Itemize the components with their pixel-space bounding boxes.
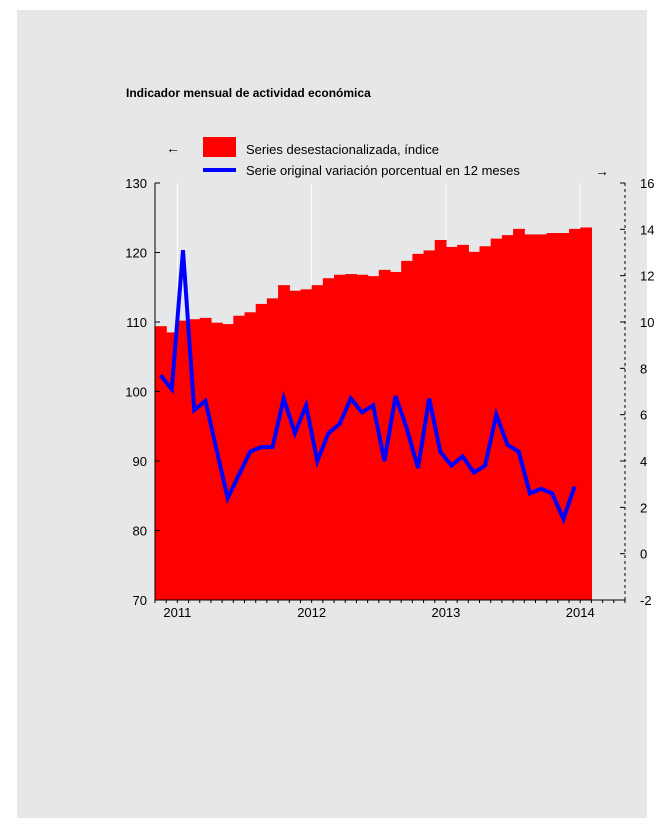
bar	[501, 235, 514, 600]
bar	[580, 227, 593, 601]
bar	[434, 239, 447, 601]
left-tick-label: 80	[133, 524, 147, 539]
bar	[389, 271, 402, 600]
series-line	[159, 250, 577, 525]
legend-bar-swatch	[203, 137, 236, 157]
right-tick-label: 10	[640, 315, 654, 330]
left-tick-label: 130	[125, 176, 147, 191]
bar	[322, 278, 335, 600]
left-tick-label: 90	[133, 454, 147, 469]
bar	[557, 233, 570, 601]
right-axis-arrow: →	[595, 163, 609, 179]
bar	[513, 228, 525, 600]
right-tick-label: 14	[640, 222, 654, 237]
bar	[334, 274, 346, 600]
bar	[177, 320, 190, 600]
bar	[210, 322, 223, 600]
x-tick-label: 2012	[297, 605, 326, 620]
x-tick-label: 2014	[566, 605, 595, 620]
bar	[233, 315, 246, 600]
right-tick-label: 2	[640, 500, 647, 515]
bar	[423, 250, 436, 601]
left-tick-label: 120	[125, 246, 147, 261]
bar	[311, 285, 324, 600]
bar	[535, 234, 548, 600]
bar	[569, 228, 581, 600]
bar	[468, 251, 481, 600]
right-tick-label: 12	[640, 269, 654, 284]
legend-bar-label: Series desestacionalizada, índice	[246, 142, 439, 157]
bar	[166, 332, 178, 600]
x-tick-label: 2013	[431, 605, 460, 620]
bar	[222, 324, 234, 600]
bar	[412, 253, 425, 600]
left-tick-label: 110	[126, 315, 147, 330]
right-tick-label: 4	[640, 454, 647, 469]
bar	[244, 312, 257, 600]
left-tick-label: 70	[133, 593, 147, 608]
x-tick-label: 2011	[163, 605, 191, 620]
bar	[378, 269, 391, 600]
bar	[445, 246, 458, 600]
left-tick-label: 100	[125, 385, 147, 400]
bar	[289, 290, 302, 600]
chart-title: Indicador mensual de actividad económica	[126, 86, 371, 100]
left-axis-arrow: ←	[166, 140, 180, 156]
bar	[278, 285, 290, 600]
legend-line-label: Serie original variación porcentual en 1…	[246, 163, 520, 178]
bar	[367, 276, 380, 600]
bar	[266, 298, 279, 600]
bar	[457, 244, 469, 601]
bar	[300, 289, 313, 600]
bar	[255, 303, 268, 600]
right-tick-label: 16	[640, 176, 654, 191]
bar	[155, 326, 167, 600]
right-tick-label: 0	[640, 547, 647, 562]
bar	[199, 317, 212, 600]
right-tick-label: 8	[640, 361, 647, 376]
bar	[345, 274, 358, 600]
right-tick-label: 6	[640, 408, 647, 423]
bar	[479, 246, 492, 600]
bar	[546, 233, 559, 601]
right-tick-label: -2	[640, 593, 652, 608]
legend-line-swatch	[203, 168, 236, 172]
bar	[524, 234, 537, 600]
bar	[356, 274, 369, 600]
bar	[188, 319, 201, 600]
